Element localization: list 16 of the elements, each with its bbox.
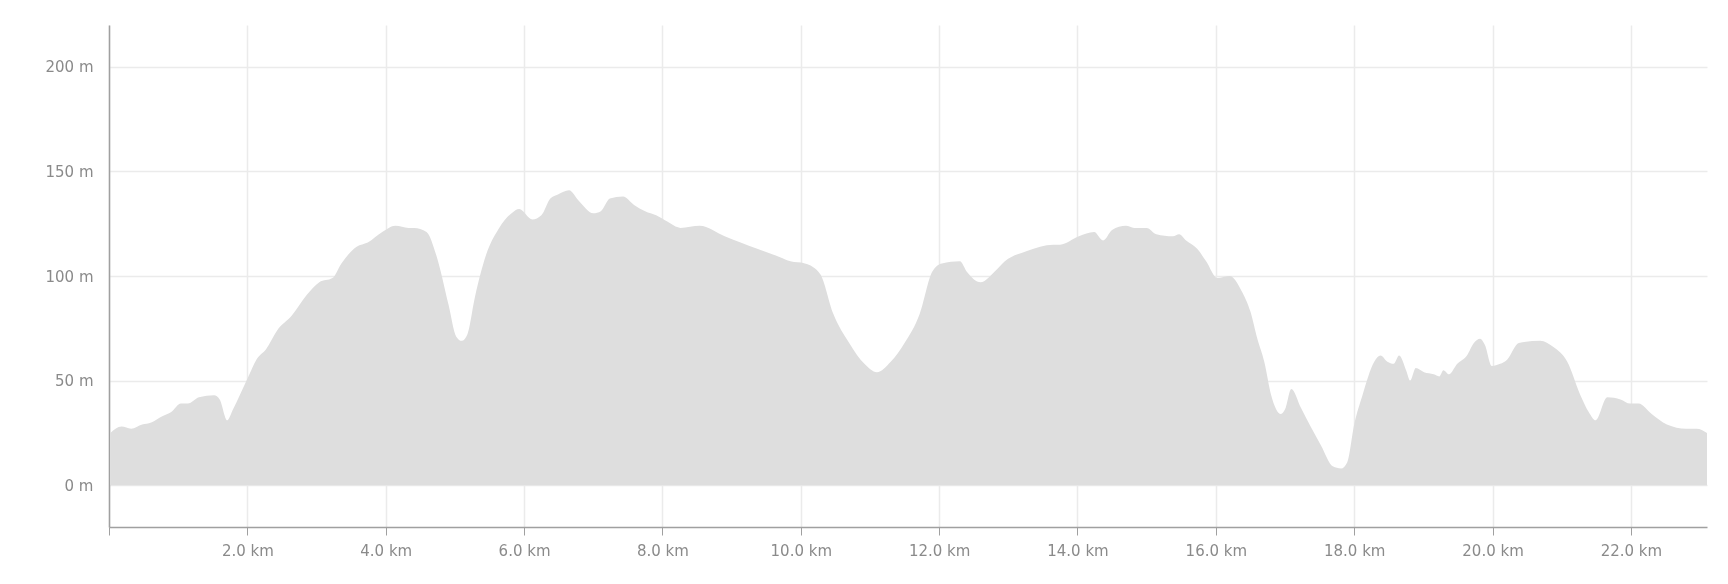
x-tick-label: 20.0 km — [1462, 541, 1524, 560]
x-tick-label: 6.0 km — [498, 541, 551, 560]
x-tick-label: 4.0 km — [360, 541, 413, 560]
x-tick-label: 22.0 km — [1600, 541, 1663, 560]
x-tick-label: 14.0 km — [1047, 541, 1109, 560]
x-tick-label: 8.0 km — [636, 541, 689, 560]
x-tick-label: 12.0 km — [908, 541, 971, 560]
y-tick-label: 100 m — [45, 267, 94, 286]
x-tick-label: 10.0 km — [770, 541, 833, 560]
x-tick-label: 18.0 km — [1323, 541, 1386, 560]
y-tick-label: 50 m — [55, 372, 94, 391]
x-tick-label: 16.0 km — [1185, 541, 1248, 560]
x-tick-label: 2.0 km — [221, 541, 274, 560]
y-tick-label: 0 m — [64, 476, 94, 495]
y-tick-label: 200 m — [45, 58, 94, 77]
y-tick-label: 150 m — [45, 162, 94, 181]
